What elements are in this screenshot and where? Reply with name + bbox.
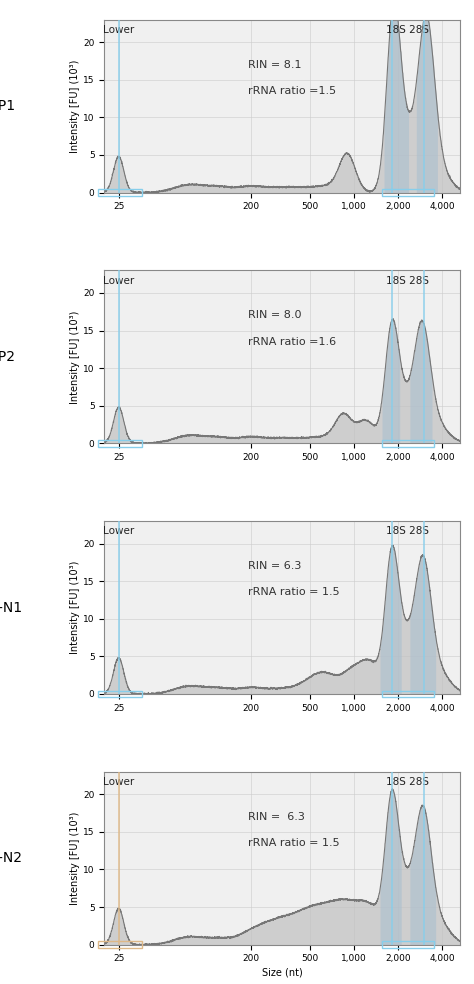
Text: 18S 28S: 18S 28S bbox=[386, 526, 428, 536]
Bar bbox=[382, 942, 434, 948]
Text: RIN = 8.1: RIN = 8.1 bbox=[248, 60, 301, 70]
Text: Lower: Lower bbox=[103, 777, 134, 787]
Text: TAP-N2: TAP-N2 bbox=[0, 851, 22, 865]
Text: Lower: Lower bbox=[103, 25, 134, 35]
Text: rRNA ratio =1.5: rRNA ratio =1.5 bbox=[248, 86, 336, 96]
X-axis label: Size (nt): Size (nt) bbox=[262, 967, 302, 977]
Text: RIN = 6.3: RIN = 6.3 bbox=[248, 561, 301, 571]
Text: Lower: Lower bbox=[103, 526, 134, 536]
Text: rRNA ratio =1.6: rRNA ratio =1.6 bbox=[248, 337, 336, 346]
Text: 18S 28S: 18S 28S bbox=[386, 276, 428, 285]
Y-axis label: Intensity [FU] (10³): Intensity [FU] (10³) bbox=[70, 59, 80, 153]
Y-axis label: Intensity [FU] (10³): Intensity [FU] (10³) bbox=[70, 310, 80, 403]
Bar bbox=[98, 189, 142, 196]
Bar bbox=[98, 942, 142, 948]
Text: TAP-N1: TAP-N1 bbox=[0, 600, 22, 614]
Text: 18S 28S: 18S 28S bbox=[386, 777, 428, 787]
Bar bbox=[382, 440, 434, 447]
Text: TAP1: TAP1 bbox=[0, 99, 15, 113]
Bar bbox=[98, 440, 142, 447]
Text: RIN =  6.3: RIN = 6.3 bbox=[248, 812, 305, 822]
Y-axis label: Intensity [FU] (10³): Intensity [FU] (10³) bbox=[70, 812, 80, 905]
Bar bbox=[382, 691, 434, 698]
Text: RIN = 8.0: RIN = 8.0 bbox=[248, 311, 301, 321]
Text: rRNA ratio = 1.5: rRNA ratio = 1.5 bbox=[248, 587, 340, 597]
Y-axis label: Intensity [FU] (10³): Intensity [FU] (10³) bbox=[70, 561, 80, 654]
Text: TAP2: TAP2 bbox=[0, 350, 15, 364]
Bar bbox=[382, 189, 434, 196]
Text: 18S 28S: 18S 28S bbox=[386, 25, 428, 35]
Text: Lower: Lower bbox=[103, 276, 134, 285]
Text: rRNA ratio = 1.5: rRNA ratio = 1.5 bbox=[248, 838, 340, 848]
Bar bbox=[98, 691, 142, 698]
